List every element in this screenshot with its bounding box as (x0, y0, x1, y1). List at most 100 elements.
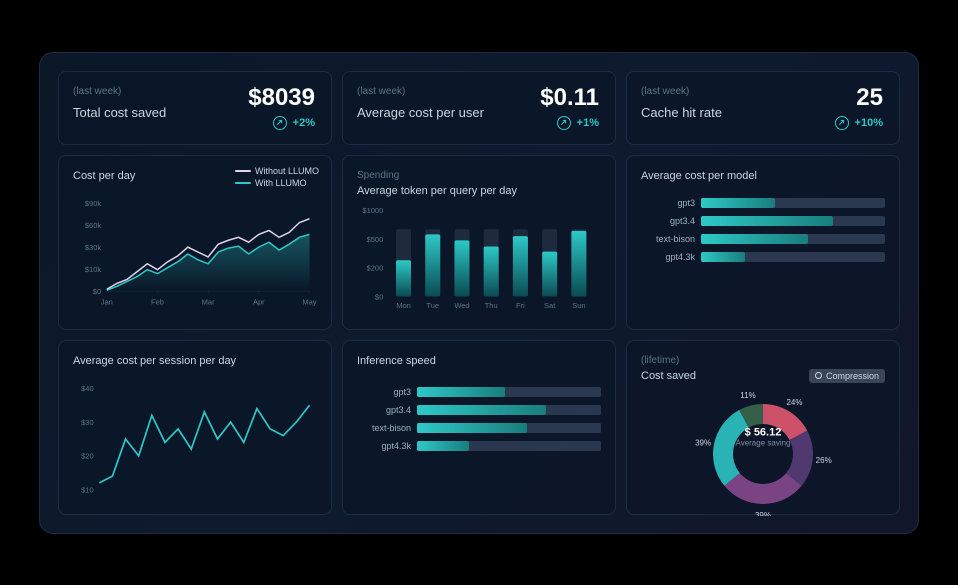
stat-delta-wrap: +2% (273, 116, 315, 130)
svg-text:39%: 39% (695, 438, 711, 447)
svg-text:May: May (302, 297, 316, 306)
svg-text:39%: 39% (755, 511, 771, 516)
svg-text:$10k: $10k (85, 264, 102, 273)
stat-card-avg-cost-user: (last week) $0.11 Average cost per user … (342, 71, 616, 145)
session-cost-chart: Average cost per session per day $40$30$… (58, 340, 332, 515)
svg-text:Mar: Mar (202, 297, 215, 306)
hbar-label: gpt3 (357, 387, 411, 397)
svg-text:$1000: $1000 (362, 206, 383, 215)
hbar-row: gpt3 (357, 387, 601, 397)
hbar-label: text-bison (641, 234, 695, 244)
arrow-up-icon (273, 116, 287, 130)
hbar-track (417, 423, 601, 433)
cost-saved-donut: (lifetime) Cost saved Compression 24%26%… (626, 340, 900, 515)
donut-center-value: $ 56.12 (736, 427, 791, 439)
hbar-row: gpt3.4 (357, 405, 601, 415)
stat-card-cache-hit: (last week) 25 Cache hit rate +10% (626, 71, 900, 145)
svg-text:Mon: Mon (396, 300, 411, 309)
legend-swatch (235, 170, 251, 172)
hbar-fill (417, 423, 527, 433)
hbar-track (701, 252, 885, 262)
stat-value: 25 (856, 84, 883, 112)
hbar-row: text-bison (357, 423, 601, 433)
svg-text:$0: $0 (375, 292, 383, 301)
spending-chart: Spending Average token per query per day… (342, 155, 616, 330)
hbar-fill (417, 387, 505, 397)
stat-card-total-cost: (last week) $8039 Total cost saved +2% (58, 71, 332, 145)
hbar-row: gpt3.4 (641, 216, 885, 226)
stat-delta: +2% (293, 117, 315, 129)
stat-delta: +10% (855, 117, 883, 129)
chip-label: Compression (826, 371, 879, 381)
svg-text:24%: 24% (786, 397, 802, 406)
svg-text:Fri: Fri (516, 300, 525, 309)
hbar-fill (701, 216, 833, 226)
hbar-track (701, 216, 885, 226)
svg-text:Feb: Feb (151, 297, 164, 306)
hbar-track (701, 234, 885, 244)
hbar-label: text-bison (357, 423, 411, 433)
donut-center: $ 56.12 Average saving (736, 427, 791, 448)
line-chart-svg: $90k$60k$30k$10k$0JanFebMarAprMay (73, 184, 317, 314)
hbar-label: gpt3 (641, 198, 695, 208)
stat-value: $8039 (248, 84, 315, 112)
hbar-row: gpt3 (641, 198, 885, 208)
svg-text:$10: $10 (81, 485, 94, 494)
hbar-track (417, 405, 601, 415)
stat-period: (last week) (641, 86, 885, 97)
hbar-track (417, 387, 601, 397)
svg-text:Thu: Thu (485, 300, 498, 309)
svg-text:26%: 26% (816, 456, 832, 465)
hbar-fill (701, 198, 775, 208)
circle-icon (815, 372, 822, 379)
hbar-label: gpt3.4 (641, 216, 695, 226)
hbar-label: gpt4.3k (357, 441, 411, 451)
arrow-up-icon (557, 116, 571, 130)
svg-text:Sat: Sat (544, 300, 556, 309)
svg-text:Wed: Wed (454, 300, 469, 309)
donut-center-sub: Average saving (736, 439, 791, 448)
hbar-row: gpt4.3k (357, 441, 601, 451)
chart-title: Average cost per session per day (73, 355, 317, 367)
arrow-up-icon (835, 116, 849, 130)
svg-text:Jan: Jan (101, 297, 113, 306)
hbar-fill (417, 405, 546, 415)
hbar-label: gpt4.3k (641, 252, 695, 262)
bar-chart-svg: $1000$500$200$0MonTueWedThuFriSatSun (357, 199, 601, 319)
svg-text:$0: $0 (93, 287, 101, 296)
chart-period: (lifetime) (641, 355, 885, 366)
hbar-fill (701, 234, 808, 244)
hbar-container: gpt3 gpt3.4 text-bison gpt4.3k (357, 387, 601, 451)
chart-title: Average token per query per day (357, 185, 601, 197)
hbar-row: gpt4.3k (641, 252, 885, 262)
line-chart-svg: $40 $30 $20 $10 (73, 369, 317, 509)
stat-delta-wrap: +1% (557, 116, 599, 130)
inference-chart: Inference speed gpt3 gpt3.4 text-bison gpt4… (342, 340, 616, 515)
chart-title: Inference speed (357, 355, 601, 367)
svg-text:Apr: Apr (253, 297, 265, 306)
stat-delta-wrap: +10% (835, 116, 883, 130)
hbar-track (701, 198, 885, 208)
avg-cost-model-chart: Average cost per model gpt3gpt3.4text-bi… (626, 155, 900, 330)
legend-label: With LLUMO (255, 178, 307, 188)
svg-text:$500: $500 (367, 234, 384, 243)
svg-text:$30k: $30k (85, 242, 102, 251)
hbar-fill (417, 441, 469, 451)
chart-legend: Without LLUMO With LLUMO (235, 166, 319, 190)
svg-text:$20: $20 (81, 451, 94, 460)
hbar-label: gpt3.4 (357, 405, 411, 415)
legend-swatch (235, 182, 251, 184)
donut-chart-svg: 24%26%39%39%11% (688, 386, 838, 516)
svg-text:Sun: Sun (572, 300, 585, 309)
cost-per-day-chart: Cost per day Without LLUMO With LLUMO $9… (58, 155, 332, 330)
hbar-container: gpt3 gpt3.4 text-bison gpt4.3k (641, 198, 885, 262)
dashboard-root: (last week) $8039 Total cost saved +2% (… (39, 52, 919, 534)
stat-delta: +1% (577, 117, 599, 129)
svg-text:$60k: $60k (85, 220, 102, 229)
stat-value: $0.11 (540, 84, 599, 112)
svg-text:$30: $30 (81, 417, 94, 426)
chart-subtitle: Spending (357, 170, 601, 181)
hbar-track (417, 441, 601, 451)
svg-text:$40: $40 (81, 384, 94, 393)
svg-text:$200: $200 (367, 263, 384, 272)
